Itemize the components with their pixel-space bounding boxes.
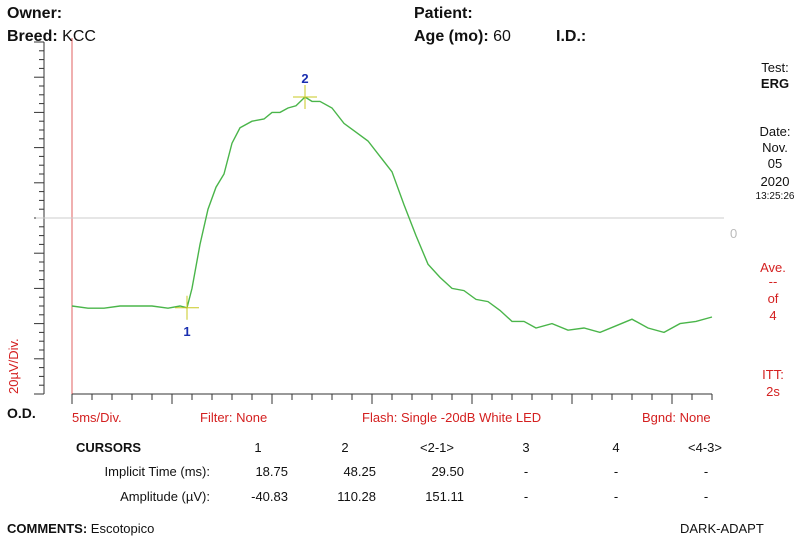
cell: 151.11 [425, 489, 464, 504]
age-line: Age (mo): 60 [414, 28, 511, 46]
test-value: ERG [760, 76, 790, 91]
cell: - [523, 464, 529, 479]
cursor-1-label: 1 [183, 324, 190, 339]
plot-axes [34, 38, 724, 404]
bgnd-label: Bgnd: None [642, 410, 711, 425]
ave-dashes: -- [768, 274, 778, 289]
ave-of: of [767, 291, 779, 306]
cell: - [613, 489, 619, 504]
cell: 48.25 [343, 464, 376, 479]
cell: - [703, 464, 709, 479]
time-division-label: 5ms/Div. [72, 410, 122, 425]
date-label: Date: [759, 124, 791, 139]
cursor-col-header: 3 [522, 440, 530, 455]
cursor-col-header: 2 [341, 440, 349, 455]
row-label-amplitude: Amplitude (µV): [120, 489, 210, 504]
age-value: 60 [493, 28, 511, 45]
cursor-col-header: 4 [612, 440, 620, 455]
eye-label: O.D. [7, 405, 36, 421]
cursor-col-header: <4-3> [688, 440, 722, 455]
breed-label: Breed: [7, 28, 58, 45]
breed-value: KCC [62, 28, 96, 45]
mode-label: DARK-ADAPT [680, 521, 764, 536]
comments-line: COMMENTS: Escotopico [7, 521, 154, 536]
cursor-col-header: <2-1> [420, 440, 454, 455]
cursors-title: CURSORS [76, 440, 142, 455]
cell: - [523, 489, 529, 504]
cursor-2-label: 2 [301, 71, 308, 86]
date-day: 05 [767, 156, 783, 171]
cell: 110.28 [337, 489, 376, 504]
test-label: Test: [761, 60, 789, 75]
row-label-implicit-time: Implicit Time (ms): [104, 464, 210, 479]
id-label: I.D.: [556, 28, 587, 45]
ave-label: Ave. [760, 260, 786, 275]
patient-label: Patient: [414, 5, 473, 22]
age-label: Age (mo): [414, 28, 489, 45]
comments-value: Escotopico [90, 521, 155, 536]
y-axis-label: 20µV/Div. [6, 338, 21, 394]
cell: 29.50 [431, 464, 464, 479]
cell: - [613, 464, 619, 479]
flash-label: Flash: Single -20dB White LED [362, 410, 542, 425]
comments-label: COMMENTS: [7, 521, 88, 536]
cell: 18.75 [255, 464, 288, 479]
cursor-col-header: 1 [254, 440, 262, 455]
ave-count: 4 [769, 308, 777, 323]
itt-value: 2s [766, 384, 780, 399]
date-year: 2020 [760, 174, 790, 189]
itt-label: ITT: [762, 367, 784, 382]
plot-marks: 12 [71, 71, 713, 339]
cell: -40.83 [251, 489, 288, 504]
date-time: 13:25:26 [755, 191, 795, 202]
breed-line: Breed: KCC [7, 28, 96, 46]
erg-trace-line [71, 96, 713, 334]
zero-level-label: 0 [730, 226, 738, 241]
cell: - [703, 489, 709, 504]
filter-label: Filter: None [200, 410, 268, 425]
erg-plot: 12 [34, 38, 724, 404]
owner-label: Owner: [7, 5, 63, 22]
date-month: Nov. [762, 140, 788, 155]
